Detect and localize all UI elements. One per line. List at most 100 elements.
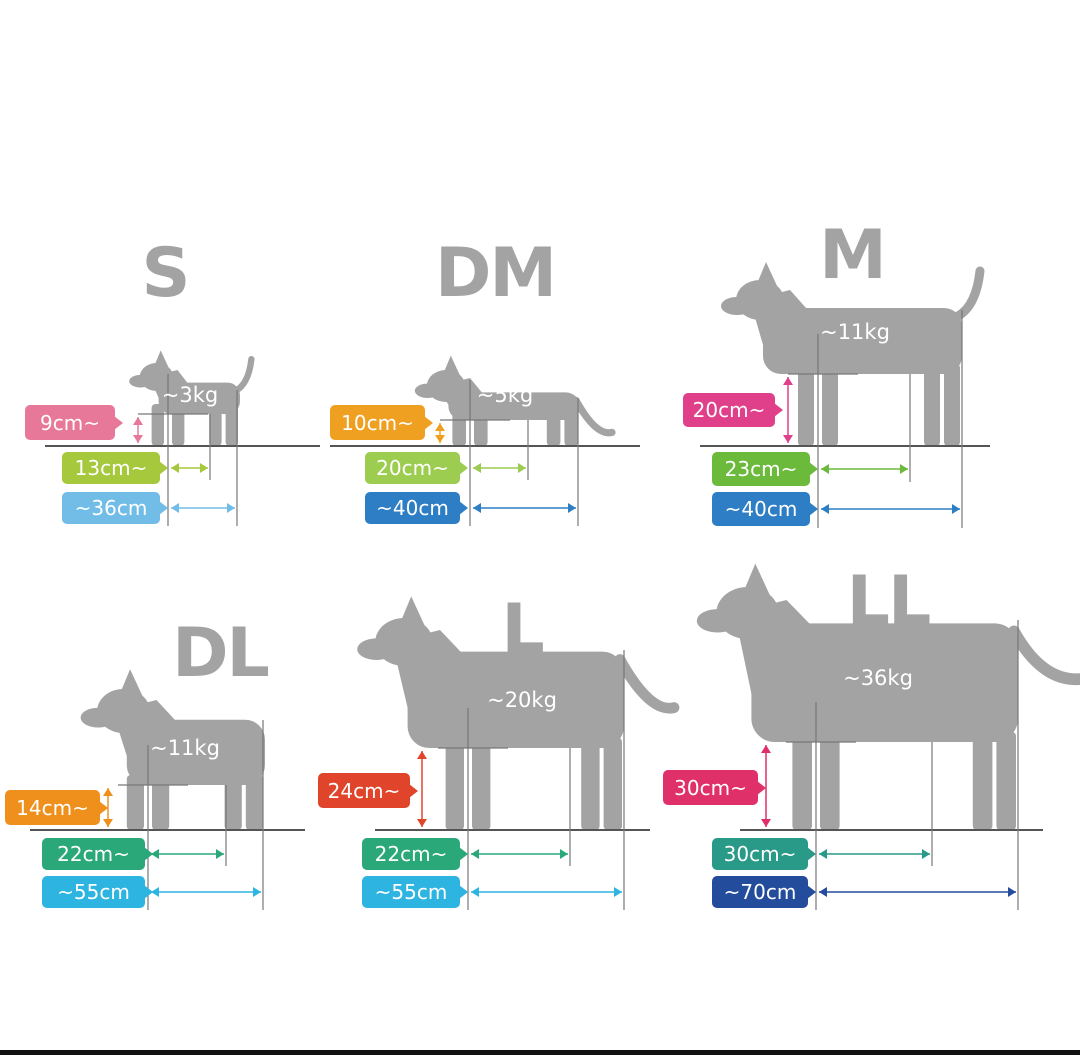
dog-tail — [614, 654, 680, 714]
arrow-head — [227, 503, 235, 513]
arrow-head — [614, 887, 622, 897]
arrow-head — [473, 503, 481, 513]
length-arrow — [171, 503, 235, 513]
dog-tail — [953, 266, 985, 321]
weight-label: ~36kg — [843, 666, 913, 690]
height-tag: 30cm~ — [663, 770, 766, 805]
dog-muzzle — [80, 707, 116, 728]
dog-muzzle — [357, 638, 396, 660]
arrow-head — [200, 463, 208, 473]
dog-body — [763, 308, 962, 374]
dog-leg — [445, 738, 464, 830]
dog-muzzle — [414, 383, 441, 398]
dog-ear — [119, 669, 144, 698]
dog-leg — [245, 775, 263, 830]
arrow-head — [417, 819, 427, 827]
length-tag: ~40cm — [712, 492, 818, 526]
arrow-head — [473, 463, 481, 473]
dog-ear — [742, 563, 771, 598]
dog-muzzle — [696, 609, 739, 633]
chest-tag: 23cm~ — [712, 452, 818, 486]
height-arrow — [417, 751, 427, 827]
dog-leg — [564, 410, 578, 446]
panel-ll — [696, 563, 1080, 910]
weight-label: ~11kg — [820, 320, 890, 344]
dog-ear — [756, 262, 778, 288]
height-tag: 10cm~ — [330, 405, 433, 440]
dog-tail — [1008, 625, 1080, 686]
arrow-head — [151, 849, 159, 859]
arrow-head — [560, 849, 568, 859]
arrow-head — [783, 377, 793, 385]
dog-leg — [452, 410, 466, 446]
arrow-head — [171, 503, 179, 513]
weight-label: ~20kg — [487, 688, 557, 712]
dog-leg — [209, 404, 222, 446]
dog-tail — [232, 355, 255, 394]
arrow-head — [103, 819, 113, 827]
dog-leg — [924, 364, 940, 446]
chest-tag: 20cm~ — [365, 452, 468, 484]
arrow-head — [518, 463, 526, 473]
height-arrow — [103, 788, 113, 827]
dog-ear — [399, 596, 426, 628]
dog-leg — [822, 364, 838, 446]
dog-leg — [472, 738, 491, 830]
panel-dm — [330, 355, 640, 526]
arrow-head — [819, 887, 827, 897]
arrow-head — [1008, 887, 1016, 897]
panel-l — [357, 596, 680, 910]
dog-silhouette — [696, 563, 1080, 830]
dog-leg — [546, 410, 561, 446]
dog-leg — [972, 732, 993, 830]
size-title: DL — [172, 614, 270, 693]
dog-leg — [152, 775, 170, 830]
arrow-head — [900, 464, 908, 474]
arrow-head — [761, 745, 771, 753]
length-arrow — [819, 887, 1016, 897]
height-arrow — [783, 377, 793, 443]
chest-arrow — [821, 464, 908, 474]
arrow-head — [133, 417, 143, 425]
arrow-head — [151, 887, 159, 897]
dog-muzzle — [721, 297, 753, 315]
length-tag: ~55cm — [42, 876, 153, 908]
dog-leg — [820, 732, 840, 830]
dog-silhouette — [80, 669, 265, 830]
length-tag: ~55cm — [362, 876, 468, 908]
height-tag: 9cm~ — [25, 405, 123, 440]
height-tag: 24cm~ — [318, 773, 418, 808]
dog-leg — [996, 732, 1016, 830]
dog-ear — [442, 355, 461, 377]
arrow-head — [417, 751, 427, 759]
panel-s — [45, 350, 320, 526]
dog-leg — [172, 404, 185, 446]
dog-leg — [603, 738, 622, 830]
height-tag: 14cm~ — [5, 790, 108, 825]
dog-leg — [792, 732, 812, 830]
arrow-head — [783, 435, 793, 443]
size-title: L — [501, 590, 544, 669]
weight-label: ~5kg — [476, 383, 534, 407]
height-tag: 20cm~ — [683, 393, 783, 427]
dog-tail — [572, 396, 616, 437]
length-tag: ~36cm — [62, 492, 168, 524]
length-tag: ~70cm — [712, 876, 816, 908]
arrow-head — [103, 788, 113, 796]
dog-silhouette — [357, 596, 680, 830]
chest-tag: 22cm~ — [362, 838, 468, 870]
arrow-head — [952, 504, 960, 514]
arrow-head — [568, 503, 576, 513]
height-arrow — [133, 417, 143, 443]
arrow-head — [821, 464, 829, 474]
length-arrow — [821, 504, 960, 514]
chest-tag: 13cm~ — [62, 452, 168, 484]
size-title: M — [819, 216, 887, 295]
weight-label: ~3kg — [161, 383, 219, 407]
chest-arrow — [473, 463, 526, 473]
dog-ear — [153, 350, 170, 369]
arrow-head — [435, 423, 445, 431]
arrow-head — [216, 849, 224, 859]
dog-leg — [944, 364, 960, 446]
